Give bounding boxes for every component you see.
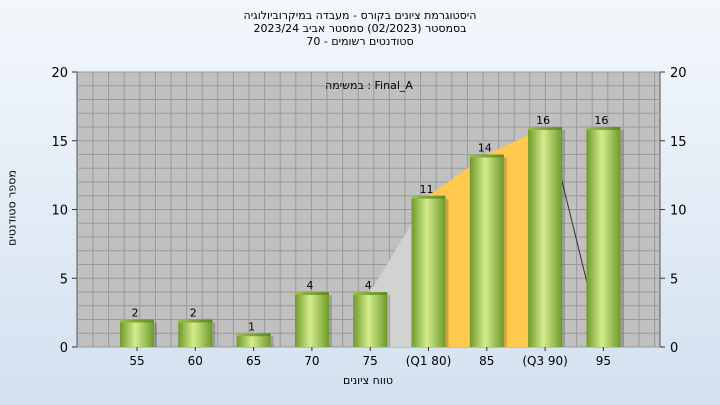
bar-top: [469, 154, 504, 158]
bar-55: [120, 319, 154, 347]
bar-60: [178, 319, 213, 347]
bar-65: [236, 333, 271, 347]
bar-top: [411, 195, 446, 199]
bar-top: [178, 319, 213, 323]
data-label: 2: [132, 307, 139, 320]
y-tick-label-left: 10: [51, 204, 68, 219]
title-line-2: בסמסטר (02/2023) סמסטר אביב 2023/24: [253, 22, 467, 35]
title-line-1: היסטוגרמת ציונים בקורס - מעבדה במיקרוביו…: [243, 9, 477, 22]
y-tick-label-right: 20: [670, 66, 687, 81]
data-label: 16: [594, 114, 608, 127]
x-tick-label: 60: [188, 354, 203, 368]
x-axis-label: טווח ציונים: [343, 374, 393, 387]
chart-title: היסטוגרמת ציונים בקורס - מעבדה במיקרוביו…: [0, 9, 720, 48]
bar-top: [120, 319, 154, 323]
bar-(Q1 80): [411, 195, 446, 347]
bar-top: [353, 292, 388, 295]
bar-75: [353, 292, 388, 347]
bar-top: [586, 127, 621, 130]
bar-70: [294, 292, 329, 347]
x-tick-label: 95: [596, 354, 611, 368]
y-tick-label-left: 5: [60, 272, 68, 287]
data-label: 4: [306, 279, 313, 292]
data-label: 14: [478, 142, 492, 155]
bar-(Q3 90): [528, 127, 563, 347]
x-tick-label: 65: [246, 354, 261, 368]
bar-top: [528, 127, 563, 130]
bar-95: [586, 127, 621, 347]
x-tick-label: (Q3 90): [522, 354, 568, 368]
y-tick-label-left: 15: [51, 135, 68, 150]
x-tick-label: (Q1 80): [406, 354, 452, 368]
x-tick-label: 70: [304, 354, 319, 368]
bar-85: [469, 154, 504, 347]
bar-top: [236, 333, 271, 337]
chart-annotation: במשימה : Final_A: [325, 79, 413, 92]
y-tick-label-right: 10: [670, 204, 687, 219]
data-label: 4: [365, 279, 372, 292]
title-line-3: סטודנטים רשומים - 70: [306, 35, 414, 48]
bar-top: [294, 292, 329, 295]
x-tick-label: 75: [363, 354, 378, 368]
y-tick-label-left: 20: [51, 66, 68, 81]
x-tick-label: 85: [479, 354, 494, 368]
data-label: 16: [536, 114, 550, 127]
y-tick-label-right: 0: [670, 341, 678, 356]
data-label: 11: [420, 183, 434, 196]
y-axis-label: מספר סטודנטים: [5, 170, 19, 246]
y-tick-label-left: 0: [60, 341, 68, 356]
data-label: 1: [248, 320, 255, 333]
y-tick-label-right: 15: [670, 135, 687, 150]
data-label: 2: [190, 307, 197, 320]
y-tick-label-right: 5: [670, 272, 678, 287]
x-tick-label: 55: [129, 354, 144, 368]
